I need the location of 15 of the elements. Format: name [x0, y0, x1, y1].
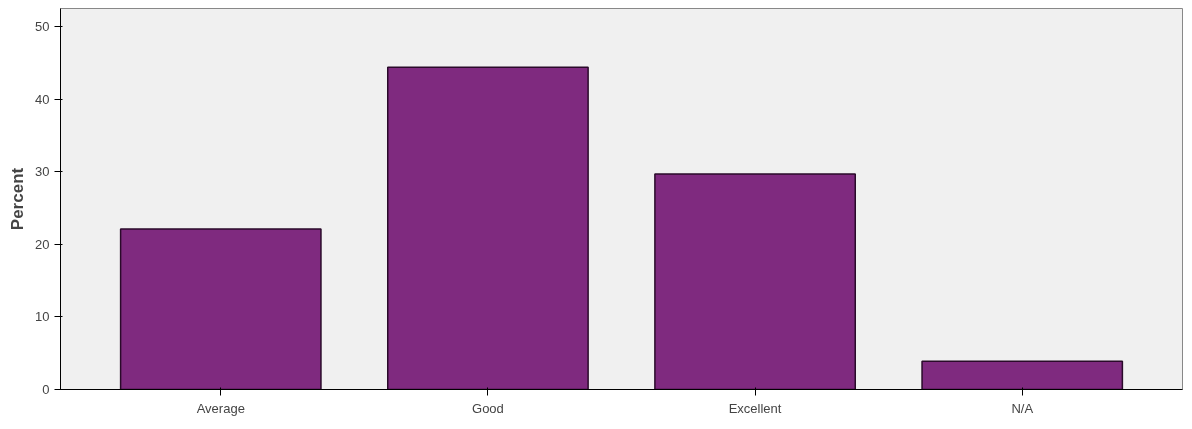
y-tick-label: 50 [35, 19, 50, 35]
y-tick-label: 20 [35, 236, 50, 252]
x-tick-label: Good [472, 400, 504, 416]
x-tick-label: N/A [1011, 400, 1034, 416]
bar [654, 173, 856, 390]
x-tick-label: Excellent [728, 400, 782, 416]
bar [387, 66, 589, 390]
y-tick-label: 30 [35, 164, 50, 180]
y-tick-label: 0 [42, 382, 50, 397]
y-axis-title: Percent [8, 167, 28, 231]
y-tick-label: 10 [35, 309, 50, 325]
y-tick-label: 40 [35, 91, 50, 107]
bar [119, 228, 322, 390]
bar [921, 360, 1124, 390]
x-tick-label: Average [196, 400, 245, 416]
